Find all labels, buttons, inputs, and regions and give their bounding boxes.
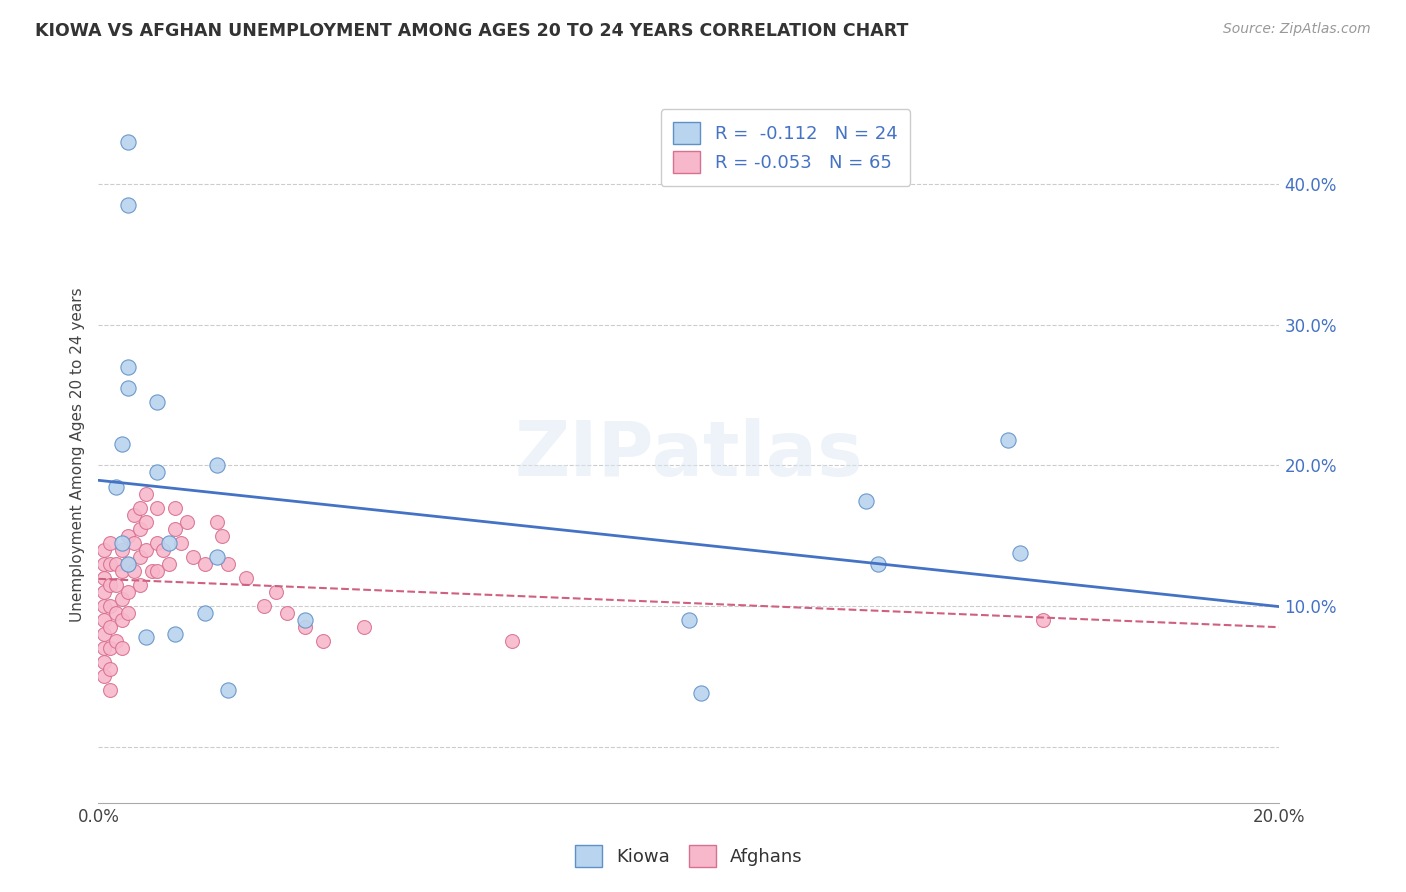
Point — [98, 641, 121, 656]
Point — [141, 564, 163, 578]
Point — [93, 571, 115, 585]
Point — [176, 515, 198, 529]
Point — [264, 585, 287, 599]
Y-axis label: Unemployment Among Ages 20 to 24 years: Unemployment Among Ages 20 to 24 years — [70, 287, 86, 623]
Point — [117, 360, 139, 375]
Legend: Kiowa, Afghans: Kiowa, Afghans — [568, 838, 810, 874]
Point — [93, 641, 115, 656]
Point — [1032, 613, 1054, 627]
Point — [312, 634, 335, 648]
Point — [276, 606, 298, 620]
Point — [111, 542, 134, 557]
Point — [111, 535, 134, 549]
Point — [117, 557, 139, 571]
Point — [111, 641, 134, 656]
Point — [205, 458, 228, 473]
Point — [93, 669, 115, 683]
Point — [128, 522, 150, 536]
Point — [117, 529, 139, 543]
Point — [157, 535, 180, 549]
Point — [98, 535, 121, 549]
Point — [105, 557, 128, 571]
Point — [205, 515, 228, 529]
Point — [501, 634, 523, 648]
Point — [678, 613, 700, 627]
Point — [105, 606, 128, 620]
Point — [194, 557, 217, 571]
Point — [217, 683, 239, 698]
Text: Source: ZipAtlas.com: Source: ZipAtlas.com — [1223, 22, 1371, 37]
Point — [117, 606, 139, 620]
Point — [105, 634, 128, 648]
Text: KIOWA VS AFGHAN UNEMPLOYMENT AMONG AGES 20 TO 24 YEARS CORRELATION CHART: KIOWA VS AFGHAN UNEMPLOYMENT AMONG AGES … — [35, 22, 908, 40]
Point — [253, 599, 276, 613]
Point — [122, 564, 145, 578]
Point — [866, 557, 889, 571]
Point — [135, 542, 157, 557]
Point — [93, 613, 115, 627]
Point — [98, 662, 121, 676]
Point — [117, 198, 139, 212]
Point — [117, 135, 139, 149]
Point — [855, 493, 877, 508]
Point — [146, 395, 169, 409]
Point — [98, 683, 121, 698]
Point — [122, 508, 145, 522]
Point — [98, 620, 121, 634]
Point — [93, 557, 115, 571]
Point — [111, 592, 134, 607]
Point — [353, 620, 375, 634]
Point — [135, 515, 157, 529]
Point — [165, 522, 187, 536]
Point — [117, 585, 139, 599]
Point — [111, 437, 134, 451]
Point — [689, 686, 711, 700]
Point — [211, 529, 233, 543]
Point — [105, 578, 128, 592]
Point — [93, 585, 115, 599]
Point — [93, 655, 115, 669]
Point — [146, 535, 169, 549]
Point — [146, 466, 169, 480]
Point — [93, 542, 115, 557]
Point — [93, 599, 115, 613]
Point — [117, 381, 139, 395]
Point — [205, 549, 228, 564]
Point — [128, 500, 150, 515]
Point — [117, 557, 139, 571]
Point — [111, 564, 134, 578]
Text: ZIPatlas: ZIPatlas — [515, 418, 863, 491]
Point — [294, 620, 316, 634]
Point — [157, 557, 180, 571]
Point — [181, 549, 204, 564]
Point — [294, 613, 316, 627]
Point — [128, 578, 150, 592]
Point — [152, 542, 174, 557]
Point — [111, 613, 134, 627]
Point — [98, 557, 121, 571]
Point — [146, 500, 169, 515]
Point — [997, 433, 1019, 447]
Point — [170, 535, 193, 549]
Point — [135, 630, 157, 644]
Point — [135, 486, 157, 500]
Point — [105, 479, 128, 493]
Point — [194, 606, 217, 620]
Point — [235, 571, 257, 585]
Point — [128, 549, 150, 564]
Point — [98, 578, 121, 592]
Point — [165, 627, 187, 641]
Point — [165, 500, 187, 515]
Point — [1008, 546, 1031, 560]
Point — [217, 557, 239, 571]
Point — [98, 599, 121, 613]
Point — [93, 627, 115, 641]
Point — [146, 564, 169, 578]
Point — [122, 535, 145, 549]
